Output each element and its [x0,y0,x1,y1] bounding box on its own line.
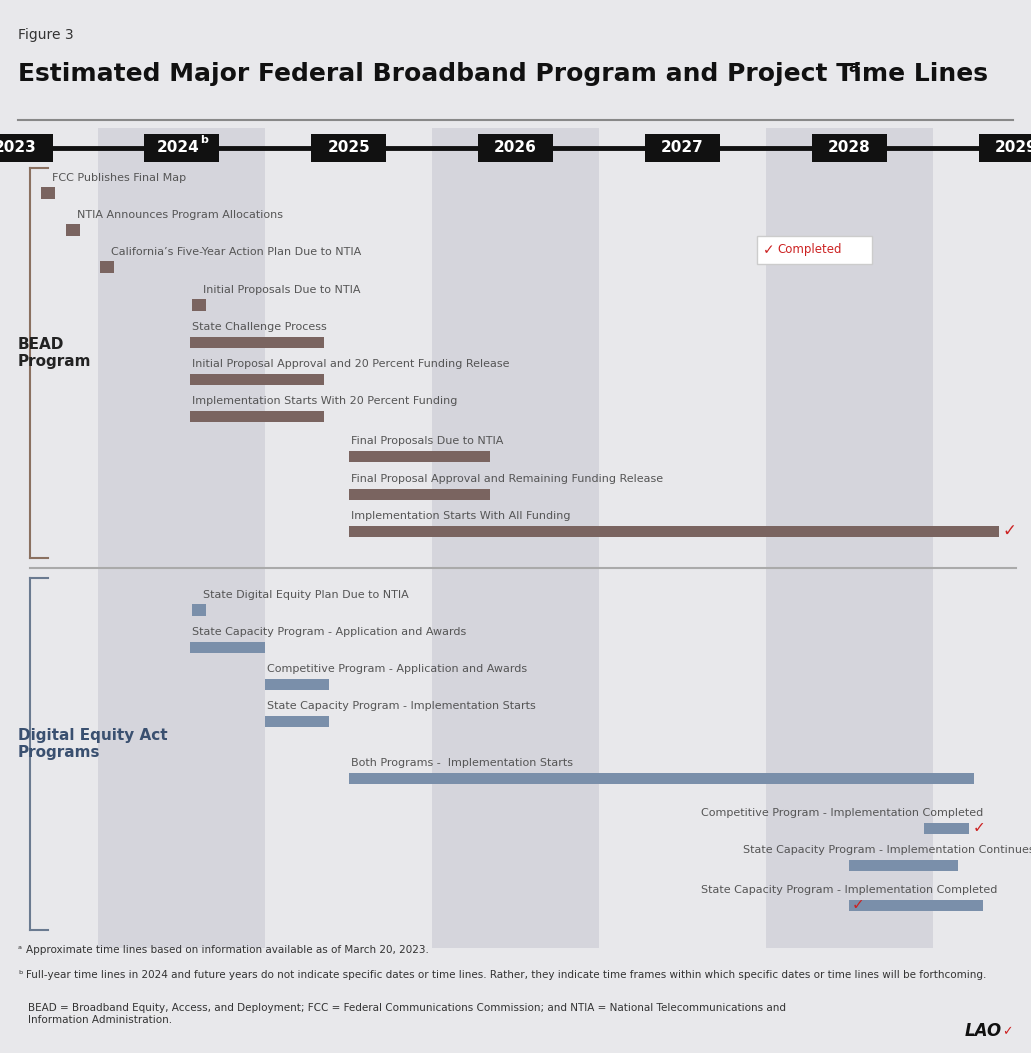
Text: BEAD
Program: BEAD Program [18,337,92,370]
Bar [850,899,983,911]
Text: Initial Proposals Due to NTIA: Initial Proposals Due to NTIA [202,285,360,295]
Text: Completed: Completed [777,243,842,257]
Text: 2028: 2028 [828,140,870,156]
Text: Full-year time lines in 2024 and future years do not indicate specific dates or : Full-year time lines in 2024 and future … [26,970,987,980]
Text: State Challenge Process: State Challenge Process [192,322,327,332]
Text: State Capacity Program - Application and Awards: State Capacity Program - Application and… [192,627,466,637]
Text: Digital Equity Act
Programs: Digital Equity Act Programs [18,728,168,760]
Text: Competitive Program - Application and Awards: Competitive Program - Application and Aw… [267,664,528,674]
Text: Figure 3: Figure 3 [18,28,73,42]
Bar [758,236,872,264]
Text: ✓: ✓ [972,820,985,835]
Text: NTIA Announces Program Allocations: NTIA Announces Program Allocations [77,210,284,220]
Bar [98,128,265,948]
Text: Estimated Major Federal Broadband Program and Project Time Lines: Estimated Major Federal Broadband Progra… [18,62,988,86]
Text: Competitive Program - Implementation Completed: Competitive Program - Implementation Com… [701,808,984,818]
Bar [0,134,53,162]
Bar [265,678,329,690]
Bar [190,337,324,347]
Bar [190,411,324,421]
Bar [190,374,324,384]
Text: California’s Five-Year Action Plan Due to NTIA: California’s Five-Year Action Plan Due t… [110,247,361,257]
Bar [192,299,205,311]
Text: ✓: ✓ [763,243,775,257]
Text: LAO: LAO [965,1022,1002,1040]
Text: Initial Proposal Approval and 20 Percent Funding Release: Initial Proposal Approval and 20 Percent… [192,359,509,369]
Text: Implementation Starts With 20 Percent Funding: Implementation Starts With 20 Percent Fu… [192,396,458,406]
Text: State Capacity Program - Implementation Completed: State Capacity Program - Implementation … [701,885,997,895]
Bar [41,187,56,199]
Text: Implementation Starts With All Funding: Implementation Starts With All Funding [351,511,570,521]
Bar [348,451,491,461]
Text: 2024: 2024 [157,140,199,156]
Bar [144,134,220,162]
Text: b: b [200,135,208,145]
Text: ✓: ✓ [1002,522,1017,540]
Text: State Digital Equity Plan Due to NTIA: State Digital Equity Plan Due to NTIA [202,590,408,600]
Text: 2026: 2026 [494,140,537,156]
Text: State Capacity Program - Implementation Continues: State Capacity Program - Implementation … [742,845,1031,855]
Text: BEAD = Broadband Equity, Access, and Deployment; FCC = Federal Communications Co: BEAD = Broadband Equity, Access, and Dep… [28,1004,786,1025]
Text: ✓: ✓ [1002,1025,1012,1038]
Bar [265,715,329,727]
Text: FCC Publishes Final Map: FCC Publishes Final Map [53,173,187,183]
Bar [190,641,265,653]
Text: Approximate time lines based on information available as of March 20, 2023.: Approximate time lines based on informat… [26,945,429,955]
Bar [348,525,999,536]
Text: Final Proposals Due to NTIA: Final Proposals Due to NTIA [351,436,503,446]
Bar [432,128,599,948]
Text: ᵃ: ᵃ [18,945,22,955]
Bar [766,128,933,948]
Text: ✓: ✓ [853,897,865,913]
Bar [924,822,969,834]
Bar [811,134,887,162]
Bar [644,134,720,162]
Bar [192,604,205,616]
Bar [850,859,958,871]
Bar [348,773,974,783]
Text: 2025: 2025 [327,140,370,156]
Bar [100,261,113,273]
Text: ᵇ: ᵇ [18,970,23,980]
Bar [348,489,491,499]
Bar [311,134,387,162]
Text: 2027: 2027 [661,140,704,156]
Text: 2029: 2029 [995,140,1031,156]
Bar [978,134,1031,162]
Text: Final Proposal Approval and Remaining Funding Release: Final Proposal Approval and Remaining Fu… [351,474,663,484]
Text: Both Programs -  Implementation Starts: Both Programs - Implementation Starts [351,758,572,768]
Text: State Capacity Program - Implementation Starts: State Capacity Program - Implementation … [267,701,536,711]
Text: 2023: 2023 [0,140,36,156]
Bar [66,224,80,236]
Text: a: a [849,60,859,75]
Bar [478,134,553,162]
